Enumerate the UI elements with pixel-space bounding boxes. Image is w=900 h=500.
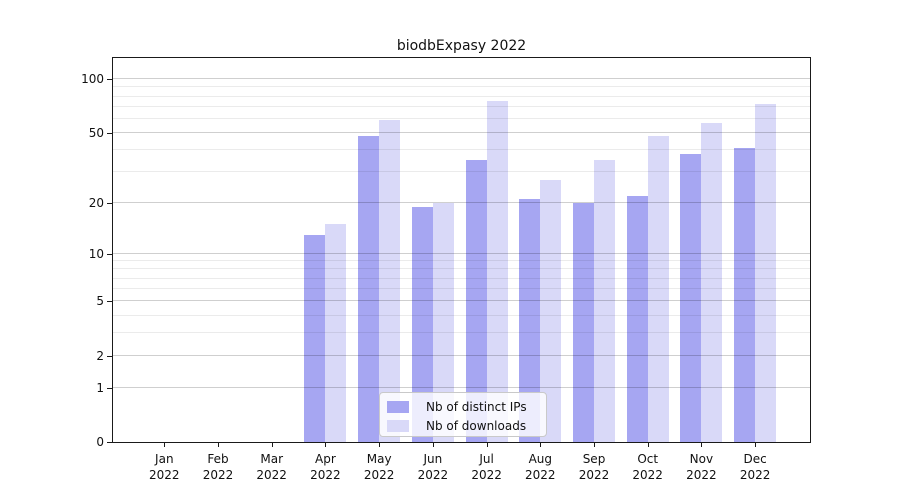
x-tick-month-jun: Jun bbox=[423, 452, 443, 466]
bar-distinct-ips-jun bbox=[411, 206, 433, 442]
x-tick-year-oct: 2022 bbox=[632, 468, 663, 482]
bar-downloads-dec bbox=[755, 103, 777, 442]
x-tick-label-nov: Nov 2022 bbox=[669, 451, 733, 483]
bar-distinct-ips-apr bbox=[304, 234, 326, 442]
gridline-minor-80 bbox=[113, 95, 810, 97]
x-tick-label-jan: Jan 2022 bbox=[132, 451, 196, 483]
x-tick-month-feb: Feb bbox=[207, 452, 229, 466]
x-tick-mark-aug bbox=[540, 443, 542, 447]
bar-downloads-jul bbox=[486, 100, 508, 442]
gridline-minor-70 bbox=[113, 105, 810, 107]
y-tick-mark-0 bbox=[107, 442, 112, 443]
bar-downloads-may bbox=[379, 120, 401, 442]
y-tick-label-10: 10 bbox=[88, 246, 104, 261]
legend-label-downloads: Nb of downloads bbox=[426, 418, 527, 433]
y-tick-label-20: 20 bbox=[88, 195, 104, 210]
legend-item-distinct-ips: Nb of distinct IPs bbox=[380, 397, 546, 416]
bar-distinct-ips-sep bbox=[573, 202, 594, 442]
x-tick-year-jan: 2022 bbox=[149, 468, 180, 482]
x-tick-mark-oct bbox=[647, 443, 649, 447]
bar-distinct-ips-oct bbox=[626, 195, 648, 442]
x-tick-month-jan: Jan bbox=[155, 452, 174, 466]
legend-swatch-distinct-ips bbox=[387, 400, 409, 413]
bar-downloads-oct bbox=[647, 136, 669, 442]
x-tick-month-oct: Oct bbox=[637, 452, 659, 466]
x-tick-year-nov: 2022 bbox=[686, 468, 717, 482]
x-tick-month-sep: Sep bbox=[582, 452, 606, 466]
x-tick-label-may: May 2022 bbox=[347, 451, 411, 483]
x-tick-mark-feb bbox=[218, 443, 219, 447]
x-tick-year-aug: 2022 bbox=[525, 468, 556, 482]
y-tick-label-5: 5 bbox=[96, 294, 104, 309]
x-tick-month-dec: Dec bbox=[743, 452, 767, 466]
x-tick-label-oct: Oct 2022 bbox=[616, 451, 680, 483]
chart-title: biodbExpasy 2022 bbox=[396, 38, 527, 54]
bar-downloads-nov bbox=[701, 122, 723, 442]
legend-item-downloads: Nb of downloads bbox=[380, 416, 546, 435]
bar-downloads-jun bbox=[432, 202, 454, 442]
x-tick-mark-jul bbox=[486, 443, 488, 447]
y-tick-mark-50 bbox=[107, 132, 112, 134]
x-tick-label-aug: Aug 2022 bbox=[508, 451, 572, 483]
bar-downloads-apr bbox=[325, 224, 347, 442]
y-tick-mark-2 bbox=[107, 355, 112, 357]
bar-distinct-ips-jul bbox=[465, 160, 487, 442]
x-tick-mark-dec bbox=[755, 443, 757, 447]
x-tick-mark-sep bbox=[594, 443, 595, 447]
x-tick-mark-apr bbox=[325, 443, 327, 447]
x-tick-month-may: May bbox=[366, 452, 392, 466]
plot-area bbox=[112, 57, 811, 443]
x-tick-label-feb: Feb 2022 bbox=[186, 451, 250, 483]
x-tick-mark-may bbox=[379, 443, 381, 447]
x-tick-label-sep: Sep 2022 bbox=[562, 451, 626, 483]
x-tick-year-may: 2022 bbox=[363, 468, 395, 482]
x-tick-month-mar: Mar bbox=[260, 452, 283, 466]
x-tick-year-jun: 2022 bbox=[417, 468, 449, 482]
y-tick-mark-20 bbox=[107, 202, 112, 204]
x-tick-month-apr: Apr bbox=[315, 452, 336, 466]
y-tick-label-100: 100 bbox=[81, 72, 104, 87]
y-tick-label-0: 0 bbox=[96, 435, 104, 449]
bar-distinct-ips-aug bbox=[519, 199, 541, 442]
x-tick-year-mar: 2022 bbox=[256, 468, 287, 482]
x-tick-mark-mar bbox=[271, 443, 273, 447]
x-tick-month-jul: Jul bbox=[479, 452, 494, 466]
bar-downloads-aug bbox=[540, 180, 562, 442]
bar-distinct-ips-may bbox=[358, 136, 380, 442]
y-tick-mark-100 bbox=[107, 79, 112, 81]
x-tick-label-mar: Mar 2022 bbox=[240, 451, 304, 483]
x-tick-mark-jun bbox=[432, 443, 434, 447]
y-tick-label-1: 1 bbox=[96, 380, 104, 395]
y-tick-mark-10 bbox=[107, 253, 112, 255]
y-tick-mark-5 bbox=[107, 301, 112, 303]
legend: Nb of distinct IPs Nb of downloads bbox=[379, 392, 547, 437]
x-tick-label-apr: Apr 2022 bbox=[293, 451, 357, 483]
x-tick-year-feb: 2022 bbox=[202, 468, 234, 482]
gridline-major-100 bbox=[113, 78, 810, 80]
x-tick-label-dec: Dec 2022 bbox=[723, 451, 787, 483]
x-tick-mark-jan bbox=[164, 443, 166, 447]
bar-distinct-ips-nov bbox=[680, 154, 702, 442]
x-tick-year-jul: 2022 bbox=[471, 468, 502, 482]
y-tick-label-50: 50 bbox=[88, 125, 104, 140]
x-tick-year-sep: 2022 bbox=[578, 468, 610, 482]
gridline-minor-60 bbox=[113, 117, 810, 119]
legend-label-distinct-ips: Nb of distinct IPs bbox=[426, 399, 527, 414]
y-tick-mark-1 bbox=[107, 387, 112, 389]
gridline-minor-90 bbox=[113, 86, 810, 88]
y-tick-label-2: 2 bbox=[96, 348, 104, 363]
x-tick-month-nov: Nov bbox=[689, 452, 714, 466]
bar-downloads-sep bbox=[594, 160, 615, 442]
x-tick-mark-nov bbox=[701, 443, 703, 447]
x-tick-label-jun: Jun 2022 bbox=[401, 451, 465, 483]
x-tick-year-apr: 2022 bbox=[310, 468, 341, 482]
legend-swatch-downloads bbox=[387, 419, 409, 432]
x-tick-year-dec: 2022 bbox=[739, 468, 771, 482]
x-tick-label-jul: Jul 2022 bbox=[455, 451, 519, 483]
x-tick-month-aug: Aug bbox=[528, 452, 553, 466]
bar-distinct-ips-dec bbox=[734, 148, 756, 442]
